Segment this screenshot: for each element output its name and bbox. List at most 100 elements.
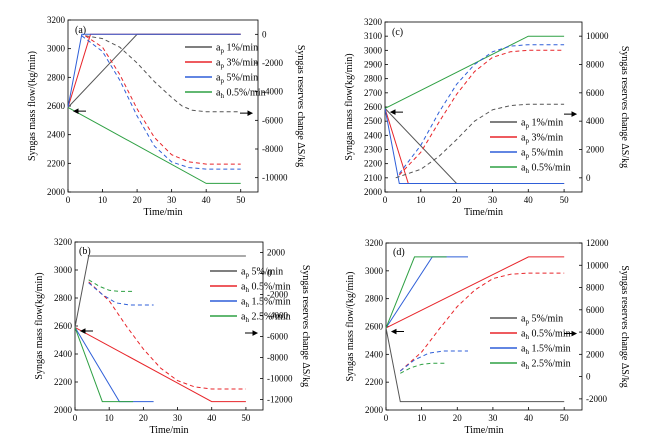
y-tick-label: 2800 [365,294,384,304]
y-tick-label: 2100 [364,173,383,183]
legend-subscript: h [220,92,224,100]
right-axis-arrow [564,330,578,337]
y-tick-label: 2000 [364,187,383,197]
reserves-line-5 [399,272,565,372]
y2-tick-label: -2000 [262,58,283,68]
y2-axis-label: Syngas reserves change ΔS/kg [295,45,306,167]
reserves-line-6 [85,35,241,165]
y-tick-label: 3200 [54,237,73,247]
y2-tick-label: 2000 [586,145,605,155]
y-tick-label: 3000 [365,266,384,276]
reserves-line-7 [81,35,241,170]
y2-tick-label: 4000 [586,327,605,337]
reserves-line-5 [395,103,565,179]
y-tick-label: 3000 [54,265,73,275]
y2-tick-label: -8000 [262,144,283,154]
legend-subscript: h [525,333,529,341]
y-tick-label: 2200 [365,377,384,387]
legend-entry: ap 5%/min [216,73,258,86]
right-axis-arrow [245,330,259,336]
reserves-line-7 [400,362,447,374]
x-tick-label: 50 [560,413,570,423]
panel-label: (b) [79,246,91,257]
legend-entry: ah 1.5%/min [241,297,291,310]
y-tick-label: 2900 [364,60,383,70]
y2-tick-label: -4000 [262,87,283,97]
x-tick-label: 40 [202,195,212,205]
y-tick-label: 2400 [364,130,383,140]
y-tick-label: 2500 [364,116,383,126]
y2-tick-label: 8000 [586,60,605,70]
y2-tick-label: 0 [262,29,267,39]
y2-tick-label: 0 [586,372,591,382]
flow-line-4 [385,256,447,329]
legend-subscript: h [245,286,249,294]
y2-tick-label: 8000 [586,283,605,293]
y-tick-label: 2400 [54,349,73,359]
y2-tick-label: -10000 [262,173,288,183]
y-tick-label: 2000 [47,187,66,197]
panel-label: (c) [392,27,403,38]
panel-label: (a) [75,25,86,36]
flow-line-4 [67,106,241,184]
flow-line-3 [385,256,468,329]
reserves-line-6 [398,49,565,176]
chart-panel-3: 0 10 20 30 40 50 2000 2200 2400 2600 2800 3000 3200 -… [34,237,311,436]
x-axis-label: Time/min [143,207,182,218]
legend-entry: ap 5%/min [521,314,563,327]
legend-text: 1%/min [529,118,563,129]
x-tick-label: 20 [453,413,463,423]
y-tick-label: 2800 [54,293,73,303]
reserves-line-6 [88,282,154,306]
legend-entry: ap 3%/min [521,133,563,146]
legend-subscript: p [525,318,529,326]
y2-tick-label: 0 [267,269,272,279]
x-tick-label: 40 [207,413,217,423]
legend-subscript: h [525,348,529,356]
y-tick-label: 3000 [47,44,66,54]
legend-entry: ap 1%/min [521,118,563,131]
flow-line-1 [74,255,246,328]
y-tick-label: 2600 [54,321,73,331]
y-tick-label: 2800 [47,72,66,82]
legend-subscript: p [525,152,529,160]
flow-line-4 [74,327,134,403]
y-tick-label: 2300 [364,145,383,155]
y-axis-label: Syngas mass flow/(kg/min) [27,51,38,161]
legend-entry: ah 0.5%/min [521,163,571,176]
legend-text: 5%/min [529,148,563,159]
chart-panel-2: 0 10 20 30 40 50 2000 2100 2200 2300 2400 2500 2600 2… [344,17,630,218]
left-axis-arrow [72,108,86,114]
left-axis-arrow [79,328,93,334]
flow-line-1 [385,327,565,403]
x-tick-label: 30 [488,195,498,205]
x-tick-label: 50 [560,195,570,205]
legend-entry: ah 0.5%/min [241,282,291,295]
x-tick-label: 30 [488,413,498,423]
y-axis-label: Syngas mass flow(kg/min) [344,53,355,160]
legend-text: 1.5%/min [249,297,291,308]
y-tick-label: 2400 [365,349,384,359]
x-tick-label: 0 [73,413,78,423]
y2-axis-label: Syngas reserves change ΔS/kg [619,46,630,168]
y-tick-label: 2600 [365,322,384,332]
y-tick-label: 3200 [364,17,383,27]
legend-entry: ah 2.5%/min [241,312,291,325]
y2-tick-label: 12000 [586,238,609,248]
legend-entry: ap 3%/min [216,58,258,71]
legend-text: 5%/min [529,314,563,325]
y2-tick-label: 10000 [586,31,609,41]
y-tick-label: 2000 [365,405,384,415]
y-tick-label: 2200 [364,159,383,169]
legend-text: 5%/min [224,73,258,84]
x-tick-label: 0 [383,195,388,205]
chart-panel-4: 0 10 20 30 40 50 2000 2200 2400 2600 2800 3000 3200 -… [345,238,630,436]
flow-line-4 [384,35,565,109]
legend-entry: ap 5%/min [521,148,563,161]
legend-subscript: h [245,301,249,309]
y-tick-label: 2700 [364,88,383,98]
chart-panel-1: 0 10 20 30 40 50 2000 2200 2400 2600 2800 3000 3200 -… [27,15,306,218]
y2-tick-label: 6000 [586,305,605,315]
y-tick-label: 2400 [47,130,66,140]
